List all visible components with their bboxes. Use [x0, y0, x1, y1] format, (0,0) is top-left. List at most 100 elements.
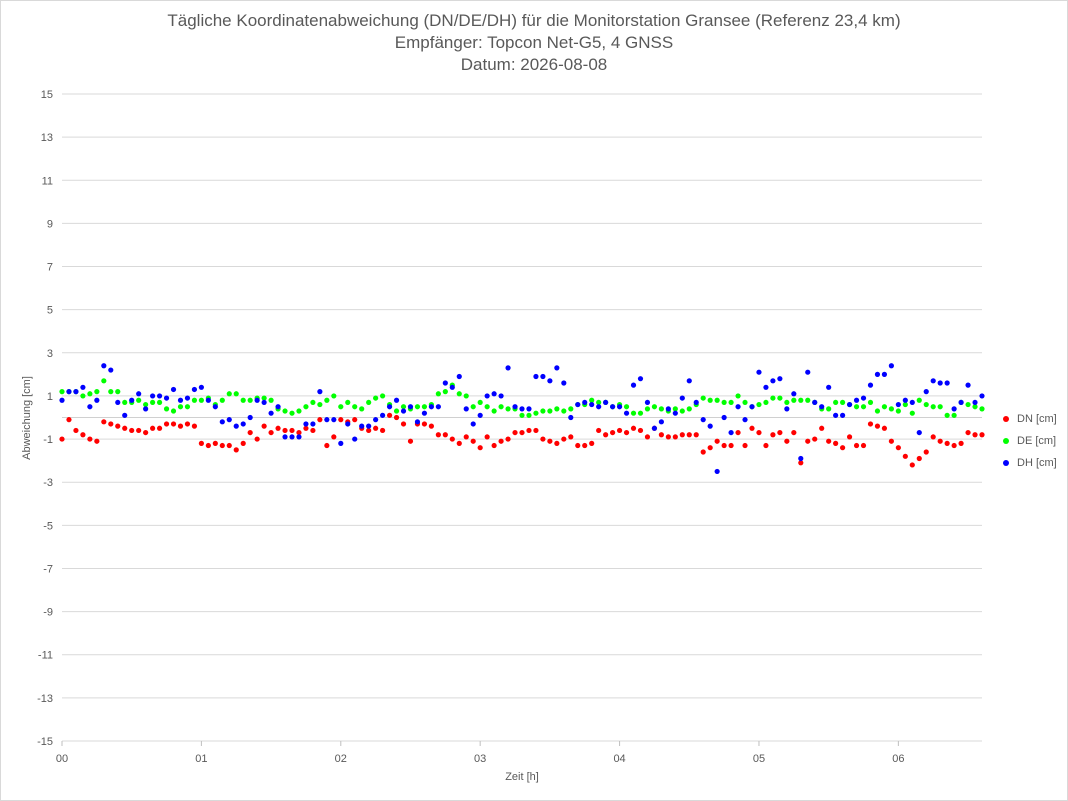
x-tick-label: 03: [474, 753, 486, 765]
point-dh: [331, 417, 337, 423]
point-de: [979, 406, 985, 412]
point-dn: [547, 438, 553, 444]
point-dh: [561, 380, 567, 386]
point-dn: [840, 445, 846, 451]
point-dn: [449, 436, 455, 442]
point-dh: [665, 406, 671, 412]
point-de: [714, 397, 720, 403]
point-dh: [129, 397, 135, 403]
point-dh: [80, 384, 86, 390]
point-dh: [930, 378, 936, 384]
point-dn: [923, 449, 929, 455]
point-dh: [268, 410, 274, 416]
legend-item-dh: DH [cm]: [1003, 452, 1057, 474]
point-dn: [714, 438, 720, 444]
point-de: [331, 393, 337, 399]
point-dn: [867, 421, 874, 427]
point-dh: [547, 378, 553, 384]
point-dn: [958, 440, 964, 446]
point-dn: [582, 442, 588, 449]
point-dh: [212, 404, 218, 410]
point-de: [679, 408, 685, 414]
point-dn: [554, 440, 560, 446]
point-de: [80, 393, 86, 399]
point-dn: [672, 434, 678, 440]
point-dh: [979, 393, 985, 399]
point-dn: [798, 460, 804, 466]
y-tick-label: 11: [42, 175, 53, 187]
point-de: [505, 406, 511, 412]
point-dh: [470, 421, 476, 427]
point-dn: [853, 442, 860, 449]
point-dn: [860, 442, 867, 449]
point-dn: [568, 434, 574, 440]
point-de: [177, 404, 184, 410]
point-de: [770, 395, 776, 401]
point-dh: [603, 399, 609, 406]
point-dh: [512, 404, 518, 410]
point-de: [366, 399, 372, 406]
point-dh: [533, 373, 539, 380]
point-de: [435, 391, 441, 397]
y-tick-label: -13: [37, 693, 53, 705]
legend-marker-de: [1003, 438, 1009, 444]
y-tick-label: -1: [43, 434, 53, 446]
point-de: [707, 397, 713, 403]
point-de: [623, 404, 630, 410]
point-dh: [693, 399, 699, 406]
point-dn: [526, 427, 532, 434]
y-tick-labels: 15 13 11 9 7 5 3 1 -1 -3 -5 -7 -9 -11 -13 -15: [37, 89, 53, 748]
point-dn: [902, 453, 908, 459]
point-dn: [874, 423, 881, 429]
point-dh: [833, 412, 839, 418]
point-de: [59, 389, 65, 395]
point-dh: [756, 369, 762, 375]
x-tick-label: 04: [613, 753, 625, 765]
point-dn: [944, 440, 950, 446]
point-dh: [261, 399, 267, 406]
point-dh: [449, 384, 455, 390]
point-dh: [826, 384, 832, 390]
point-dh: [909, 399, 915, 406]
point-dh: [226, 417, 232, 423]
point-dh: [150, 393, 156, 399]
point-de: [247, 397, 253, 403]
point-de: [491, 408, 497, 414]
point-dh: [310, 421, 316, 427]
point-de: [484, 404, 490, 410]
point-de: [198, 397, 204, 403]
point-dn: [386, 412, 393, 418]
point-dh: [198, 384, 204, 390]
point-de: [338, 404, 344, 410]
point-de: [916, 397, 922, 403]
point-de: [644, 406, 651, 412]
point-dh: [965, 382, 971, 388]
point-dn: [212, 440, 218, 446]
point-dn: [477, 445, 483, 451]
point-de: [115, 389, 121, 395]
point-dn: [707, 445, 713, 451]
point-dh: [812, 399, 818, 406]
y-tick-label: 9: [47, 218, 53, 230]
point-de: [477, 399, 483, 406]
point-dh: [623, 410, 630, 416]
point-de: [463, 393, 469, 399]
point-dh: [177, 397, 184, 403]
point-dh: [366, 423, 372, 429]
point-de: [658, 406, 664, 412]
point-de: [895, 408, 901, 414]
point-dn: [296, 429, 302, 436]
point-de: [930, 404, 936, 410]
point-de: [233, 391, 239, 397]
point-dh: [428, 404, 434, 410]
point-de: [519, 412, 525, 418]
point-de: [637, 410, 644, 416]
point-de: [965, 401, 971, 408]
title-line-1: Tägliche Koordinatenabweichung (DN/DE/DH…: [167, 11, 901, 30]
point-dn: [742, 442, 748, 449]
point-dn: [400, 421, 407, 427]
point-dh: [721, 414, 727, 421]
title-line-2: Empfänger: Topcon Net-G5, 4 GNSS: [394, 33, 674, 52]
point-de: [170, 408, 177, 414]
